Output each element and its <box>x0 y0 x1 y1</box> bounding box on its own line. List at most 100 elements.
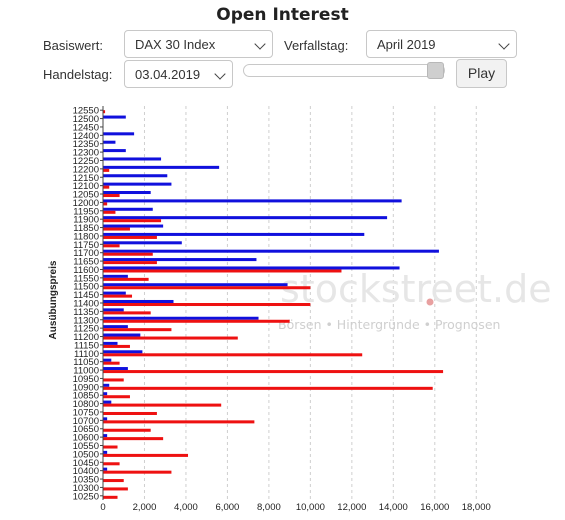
call-bar <box>103 392 108 396</box>
put-bar <box>103 487 128 491</box>
put-bar <box>103 202 108 206</box>
x-tick-label: 6,000 <box>216 502 240 513</box>
y-tick-label: 12350 <box>73 139 99 150</box>
page-title: Open Interest <box>216 5 349 25</box>
play-button[interactable]: Play <box>456 59 507 88</box>
y-tick-label: 11750 <box>73 240 99 251</box>
call-bar <box>103 191 151 195</box>
x-tick-label: 8,000 <box>257 502 281 513</box>
y-tick-label: 11450 <box>73 290 99 301</box>
y-tick-label: 11200 <box>73 332 99 343</box>
y-tick-label: 12000 <box>73 198 99 209</box>
x-tick-label: 12,000 <box>337 502 366 513</box>
call-bar <box>103 132 135 136</box>
call-bar <box>103 467 108 471</box>
y-tick-label: 10750 <box>73 407 99 418</box>
put-bar <box>103 453 189 457</box>
handelstag-select[interactable]: 03.04.2019 <box>124 60 233 88</box>
y-tick-label: 12050 <box>73 190 99 201</box>
put-bar <box>103 319 290 323</box>
y-tick-label: 11900 <box>73 215 99 226</box>
y-tick-label: 10850 <box>73 391 99 402</box>
basiswert-select[interactable]: DAX 30 Index <box>124 30 273 58</box>
call-bar <box>103 325 128 329</box>
y-tick-label: 12150 <box>73 173 99 184</box>
y-tick-label: 11650 <box>73 257 99 268</box>
call-bar <box>103 249 439 253</box>
put-bar <box>103 386 433 390</box>
call-bar <box>103 417 108 421</box>
watermark-dot-icon <box>426 298 434 306</box>
call-bar <box>103 149 126 153</box>
put-bar <box>103 185 110 189</box>
x-tick-label: 14,000 <box>379 502 408 513</box>
call-bar <box>103 157 162 161</box>
y-tick-label: 11350 <box>73 307 99 318</box>
y-tick-label: 11050 <box>73 357 99 368</box>
y-tick-label: 12200 <box>73 164 99 175</box>
put-bar <box>103 411 157 415</box>
call-bar <box>103 434 108 438</box>
y-tick-label: 11100 <box>74 349 99 360</box>
y-tick-label: 10950 <box>73 374 99 385</box>
y-axis-label: Ausübungspreis <box>48 260 59 339</box>
call-bar <box>103 350 143 354</box>
call-bar <box>103 367 128 371</box>
y-tick-label: 10300 <box>73 483 99 494</box>
y-tick-label: 11250 <box>73 324 99 335</box>
put-bar <box>103 194 120 198</box>
date-slider-handle[interactable] <box>427 62 444 79</box>
call-bar <box>103 216 388 220</box>
y-tick-label: 12550 <box>73 106 99 117</box>
put-bar <box>103 353 363 357</box>
handelstag-label: Handelstag: <box>43 67 113 82</box>
put-bar <box>103 336 238 340</box>
put-bar <box>103 403 222 407</box>
watermark-brand: stockstreet.de <box>280 267 552 311</box>
call-bar <box>103 224 164 228</box>
y-tick-label: 11300 <box>73 315 99 326</box>
y-tick-label: 11850 <box>73 223 99 234</box>
put-bar <box>103 269 342 273</box>
y-tick-label: 11150 <box>74 340 99 351</box>
put-bar <box>103 344 130 348</box>
y-tick-label: 10800 <box>73 399 99 410</box>
handelstag-value: 03.04.2019 <box>135 67 201 82</box>
y-tick-label: 10650 <box>73 424 99 435</box>
call-bar <box>103 383 110 387</box>
put-bar <box>103 420 255 424</box>
put-bar <box>103 110 106 114</box>
put-bar <box>103 286 311 290</box>
call-bar <box>103 341 118 345</box>
y-tick-label: 11600 <box>73 265 99 276</box>
y-tick-label: 12500 <box>73 114 99 125</box>
date-slider-track[interactable] <box>243 64 445 77</box>
y-tick-label: 11800 <box>73 231 99 242</box>
call-bar <box>103 299 174 303</box>
y-tick-label: 11550 <box>73 273 99 284</box>
y-tick-label: 10900 <box>73 382 99 393</box>
watermark-tagline: Börsen • Hintergründe • Prognosen <box>278 317 500 332</box>
put-bar <box>103 378 124 382</box>
y-tick-label: 10450 <box>73 458 99 469</box>
y-tick-label: 11700 <box>73 248 99 259</box>
put-bar <box>103 470 172 474</box>
y-tick-label: 11400 <box>73 299 99 310</box>
put-bar <box>103 462 120 466</box>
put-bar <box>103 252 153 256</box>
call-bar <box>103 140 116 144</box>
x-tick-label: 16,000 <box>420 502 449 513</box>
call-bar <box>103 232 365 236</box>
put-bar <box>103 303 311 307</box>
put-bar <box>103 445 118 449</box>
x-tick-label: 4,000 <box>174 502 198 513</box>
y-tick-label: 10700 <box>73 416 99 427</box>
put-bar <box>103 328 172 332</box>
verfallstag-select[interactable]: April 2019 <box>366 30 517 58</box>
verfallstag-value: April 2019 <box>377 37 436 52</box>
call-bar <box>103 291 126 295</box>
call-bar <box>103 174 168 178</box>
y-tick-label: 10550 <box>73 441 99 452</box>
call-bar <box>103 358 112 362</box>
